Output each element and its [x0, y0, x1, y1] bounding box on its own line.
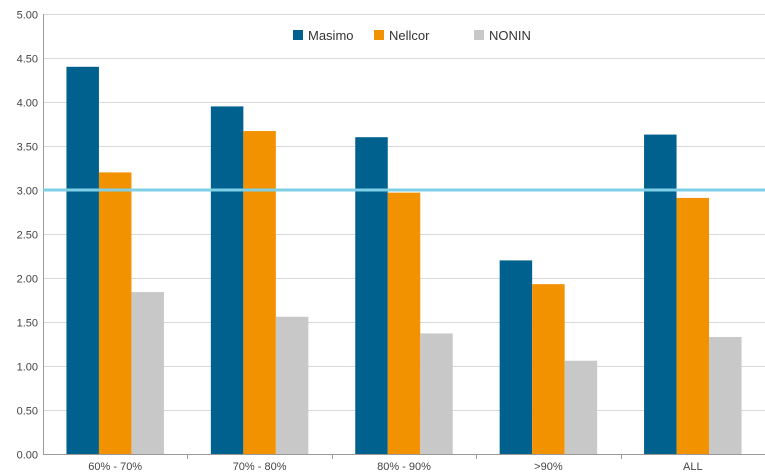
bar-masimo [210, 106, 244, 455]
y-tick-label: 3.00 [17, 186, 38, 198]
bar-nellcor [676, 197, 710, 455]
y-tick-label: 1.50 [17, 318, 38, 330]
bar-masimo [644, 134, 677, 454]
legend-label-nonin: NONIN [489, 28, 531, 43]
bar-nellcor [532, 284, 565, 454]
legend-label-nellcor: Nellcor [389, 28, 430, 43]
legend-swatch-nellcor [374, 30, 384, 40]
legend: Masimo Nellcor NONIN [293, 28, 531, 43]
bar-nonin [131, 292, 164, 454]
bars [66, 66, 742, 455]
bar-nonin [420, 333, 453, 454]
bar-nellcor [243, 131, 276, 455]
x-tick-label: ALL [683, 461, 703, 473]
y-tick-label: 2.00 [17, 274, 38, 286]
bar-masimo [66, 66, 99, 455]
bar-nellcor [387, 192, 421, 454]
bar-nellcor [98, 172, 132, 454]
bar-nonin [564, 360, 598, 454]
x-tick-label: 60% - 70% [88, 461, 142, 473]
bar-nonin [709, 336, 742, 454]
y-axis-ticks: 0.00 0.50 1.00 1.50 2.00 2.50 3.00 3.50 4.00 4.50… [17, 10, 38, 462]
legend-swatch-nonin [474, 30, 484, 40]
y-tick-label: 4.00 [17, 98, 38, 110]
y-tick-label: 2.50 [17, 230, 38, 242]
y-tick-label: 5.00 [17, 10, 38, 22]
y-tick-label: 0.50 [17, 406, 38, 418]
x-tick-label: 80% - 90% [377, 461, 431, 473]
x-tick-label: >90% [534, 461, 563, 473]
y-tick-label: 4.50 [17, 54, 38, 66]
legend-label-masimo: Masimo [308, 28, 354, 43]
x-axis-ticks: 60% - 70% 70% - 80% 80% - 90% >90% ALL [88, 454, 703, 473]
bar-nonin [275, 316, 309, 454]
y-tick-label: 1.00 [17, 362, 38, 374]
legend-swatch-masimo [293, 30, 303, 40]
x-tick-label: 70% - 80% [233, 461, 287, 473]
y-tick-label: 3.50 [17, 142, 38, 154]
bar-masimo [355, 137, 388, 454]
y-tick-label: 0.00 [17, 450, 38, 462]
bar-masimo [499, 260, 533, 454]
